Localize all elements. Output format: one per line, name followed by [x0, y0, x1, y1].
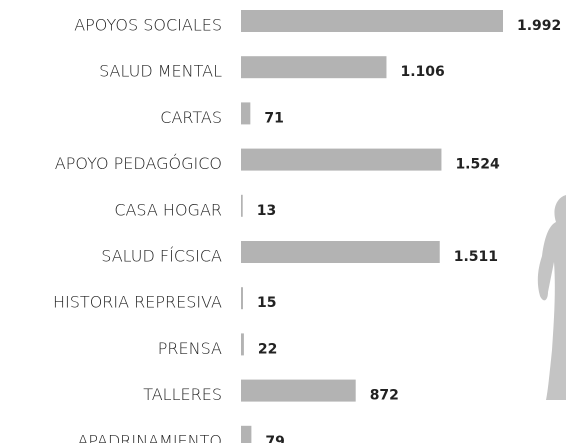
bar	[241, 102, 250, 124]
bar	[241, 10, 503, 32]
value-label: 1.524	[455, 157, 500, 173]
value-label: 79	[265, 434, 284, 443]
bar	[241, 380, 356, 402]
bar	[241, 333, 244, 355]
value-label: 22	[258, 341, 277, 357]
bar	[241, 56, 386, 78]
bar	[241, 287, 243, 309]
category-label: APOYO PEDAGÓGICO	[55, 154, 222, 173]
value-label: 1.992	[517, 18, 561, 34]
category-label: SALUD FÍCSICA	[101, 247, 222, 266]
value-label: 1.106	[400, 64, 444, 80]
value-label: 13	[257, 203, 276, 219]
category-label: TALLERES	[143, 385, 222, 404]
value-label: 1.511	[454, 249, 498, 265]
category-label: PRENSA	[158, 339, 222, 358]
category-label: APOYOS SOCIALES	[74, 16, 222, 35]
bar	[241, 426, 251, 443]
bar	[241, 149, 441, 171]
category-label: HISTORIA REPRESIVA	[53, 293, 222, 312]
category-label: CASA HOGAR	[114, 200, 222, 219]
bar	[241, 195, 243, 217]
category-label: CARTAS	[160, 108, 222, 127]
value-label: 71	[264, 110, 283, 126]
category-label: SALUD MENTAL	[99, 62, 222, 81]
bar	[241, 241, 440, 263]
silhouette	[538, 195, 566, 400]
value-label: 872	[370, 388, 399, 404]
chart: APOYOS SOCIALES 1.992 SALUD MENTAL 1.106 CAR…	[0, 0, 566, 443]
category-label: APADRINAMIENTO	[77, 431, 222, 443]
value-label: 15	[257, 295, 276, 311]
